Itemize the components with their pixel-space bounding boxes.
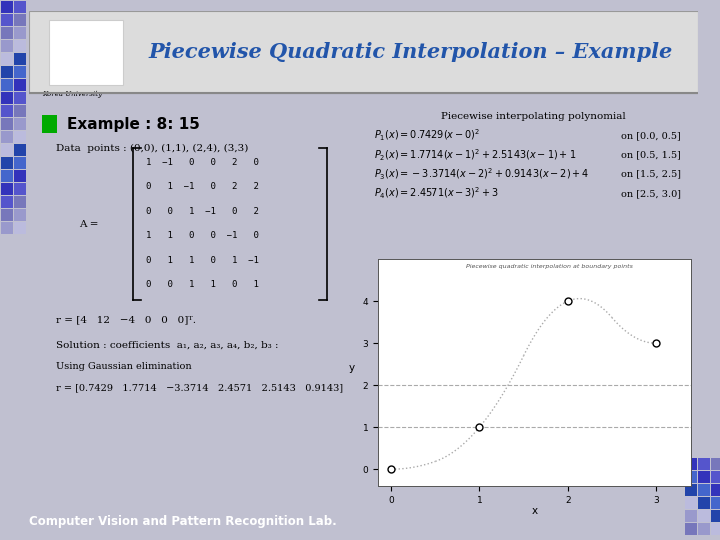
- Bar: [1, 131, 13, 143]
- Bar: [1, 1, 13, 13]
- Text: A =: A =: [79, 220, 99, 229]
- Bar: [1, 79, 13, 91]
- Text: $P_2(x) = 1.7714(x-1)^2 + 2.5143(x-1) + 1$: $P_2(x) = 1.7714(x-1)^2 + 2.5143(x-1) + …: [374, 147, 576, 163]
- Bar: [1, 53, 13, 65]
- Bar: [698, 510, 710, 522]
- Bar: [1, 196, 13, 208]
- Text: on [2.5, 3.0]: on [2.5, 3.0]: [621, 189, 681, 198]
- Bar: [14, 53, 26, 65]
- Bar: [685, 471, 697, 483]
- Bar: [49, 21, 122, 85]
- Y-axis label: y: y: [348, 362, 354, 373]
- Bar: [14, 92, 26, 104]
- Bar: [1, 183, 13, 195]
- Bar: [711, 497, 720, 509]
- Text: on [0.5, 1.5]: on [0.5, 1.5]: [621, 151, 681, 159]
- Text: $P_4(x) = 2.4571(x-3)^2 + 3$: $P_4(x) = 2.4571(x-3)^2 + 3$: [374, 186, 498, 201]
- Text: Example : 8: 15: Example : 8: 15: [67, 117, 200, 132]
- Bar: [1, 40, 13, 52]
- Text: 1   1   0   0  −1   0: 1 1 0 0 −1 0: [146, 231, 259, 240]
- Bar: [14, 27, 26, 39]
- Bar: [14, 14, 26, 26]
- Text: on [1.5, 2.5]: on [1.5, 2.5]: [621, 170, 681, 179]
- Bar: [711, 458, 720, 470]
- Text: 0   0   1  −1   0   2: 0 0 1 −1 0 2: [146, 207, 259, 215]
- Bar: [14, 222, 26, 234]
- Bar: [1, 144, 13, 156]
- Text: Piecewise quadratic interpolation at boundary points: Piecewise quadratic interpolation at bou…: [466, 264, 633, 269]
- Bar: [14, 79, 26, 91]
- Bar: [685, 484, 697, 496]
- Text: $P_3(x) = -3.3714(x-2)^2 + 0.9143(x-2) + 4$: $P_3(x) = -3.3714(x-2)^2 + 0.9143(x-2) +…: [374, 166, 589, 182]
- Bar: [1, 66, 13, 78]
- Bar: [1, 222, 13, 234]
- Text: 1  −1   0   0   2   0: 1 −1 0 0 2 0: [146, 158, 259, 167]
- Bar: [14, 209, 26, 221]
- Bar: [711, 471, 720, 483]
- Bar: [1, 27, 13, 39]
- Text: $P_1(x) = 0.7429(x-0)^2$: $P_1(x) = 0.7429(x-0)^2$: [374, 128, 480, 144]
- Bar: [14, 131, 26, 143]
- Bar: [685, 458, 697, 470]
- Bar: [29, 11, 698, 92]
- Bar: [1, 209, 13, 221]
- Bar: [685, 497, 697, 509]
- Bar: [14, 105, 26, 117]
- Text: Using Gaussian elimination: Using Gaussian elimination: [55, 362, 192, 371]
- Bar: [711, 510, 720, 522]
- Bar: [698, 497, 710, 509]
- Text: Data  points : (0,0), (1,1), (2,4), (3,3): Data points : (0,0), (1,1), (2,4), (3,3): [55, 144, 248, 153]
- Text: 0   1   1   0   1  −1: 0 1 1 0 1 −1: [146, 256, 259, 265]
- Bar: [14, 40, 26, 52]
- Bar: [14, 196, 26, 208]
- Bar: [1, 157, 13, 169]
- Bar: [14, 144, 26, 156]
- Text: r = [4   12   −4   0   0   0]ᵀ.: r = [4 12 −4 0 0 0]ᵀ.: [55, 315, 196, 324]
- Bar: [711, 523, 720, 535]
- Bar: [14, 183, 26, 195]
- Bar: [42, 115, 57, 133]
- Bar: [698, 484, 710, 496]
- Text: r = [0.7429   1.7714   −3.3714   2.4571   2.5143   0.9143]: r = [0.7429 1.7714 −3.3714 2.4571 2.5143…: [55, 383, 343, 393]
- Bar: [14, 1, 26, 13]
- Text: on [0.0, 0.5]: on [0.0, 0.5]: [621, 131, 681, 140]
- Text: Solution : coefficients  a₁, a₂, a₃, a₄, b₂, b₃ :: Solution : coefficients a₁, a₂, a₃, a₄, …: [55, 340, 278, 349]
- Bar: [1, 170, 13, 182]
- Text: Korea University: Korea University: [42, 90, 102, 98]
- Text: Computer Vision and Pattern Recognition Lab.: Computer Vision and Pattern Recognition …: [29, 515, 336, 528]
- Bar: [698, 523, 710, 535]
- X-axis label: x: x: [531, 506, 538, 516]
- Bar: [685, 510, 697, 522]
- Bar: [14, 170, 26, 182]
- Text: 0   0   1   1   0   1: 0 0 1 1 0 1: [146, 280, 259, 289]
- Bar: [1, 14, 13, 26]
- Bar: [1, 118, 13, 130]
- Bar: [1, 105, 13, 117]
- Bar: [14, 157, 26, 169]
- Bar: [1, 92, 13, 104]
- Text: 0   1  −1   0   2   2: 0 1 −1 0 2 2: [146, 182, 259, 191]
- Text: Piecewise interpolating polynomial: Piecewise interpolating polynomial: [441, 112, 626, 121]
- Bar: [698, 471, 710, 483]
- Text: Piecewise Quadratic Interpolation – Example: Piecewise Quadratic Interpolation – Exam…: [148, 42, 672, 62]
- Bar: [14, 118, 26, 130]
- Bar: [698, 458, 710, 470]
- Bar: [711, 484, 720, 496]
- Bar: [685, 523, 697, 535]
- Bar: [14, 66, 26, 78]
